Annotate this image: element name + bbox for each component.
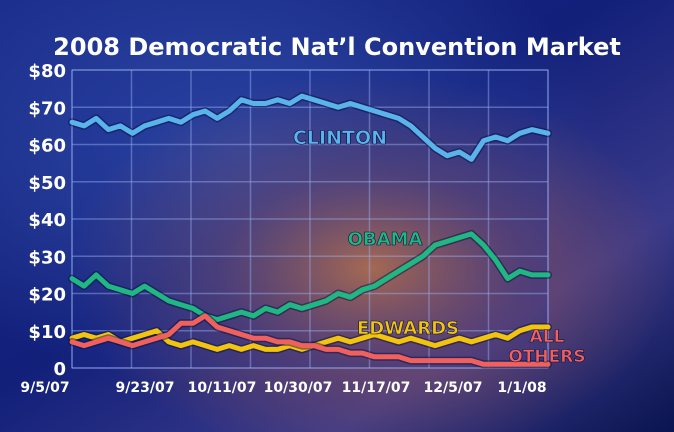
x-tick-label: 10/30/07 <box>264 380 333 396</box>
x-tick-label: 9/23/07 <box>116 380 175 396</box>
y-tick-label: $10 <box>28 322 66 343</box>
x-tick-label: 9/5/07 <box>20 380 69 396</box>
chart-title: 2008 Democratic Nat’l Convention Market <box>53 33 621 61</box>
series-label-obama: OBAMA <box>348 229 423 250</box>
series-label-clinton: CLINTON <box>293 127 387 149</box>
series-label-edwards: EDWARDS <box>357 318 459 339</box>
y-tick-label: $70 <box>28 98 66 119</box>
y-tick-label: $30 <box>28 247 66 268</box>
series-line-clinton <box>69 93 551 162</box>
x-tick-label: 12/5/07 <box>424 380 483 396</box>
x-tick-label: 11/17/07 <box>342 380 411 396</box>
x-tick-label: 10/11/07 <box>188 380 257 396</box>
series-line-all-others <box>69 313 551 367</box>
y-tick-label: $60 <box>28 136 66 157</box>
y-tick-label: 0 <box>53 359 66 380</box>
series-layer <box>68 92 552 369</box>
series-label-all-others: OTHERS <box>508 347 585 367</box>
y-tick-label: $40 <box>28 210 66 231</box>
y-tick-label: $80 <box>28 61 66 82</box>
x-axis-ticks: 9/5/07 9/23/07 10/11/07 10/30/07 11/17/07 12/… <box>20 380 546 396</box>
x-tick-label: 1/1/08 <box>497 380 546 396</box>
y-tick-label: $50 <box>28 173 66 194</box>
y-axis-ticks: $80 $70 $60 $50 $40 $30 $20 $10 0 <box>28 61 66 380</box>
y-tick-label: $20 <box>28 285 66 306</box>
grid <box>71 69 549 369</box>
series-line-obama <box>69 231 551 323</box>
series-label-all-others: ALL <box>530 327 565 347</box>
